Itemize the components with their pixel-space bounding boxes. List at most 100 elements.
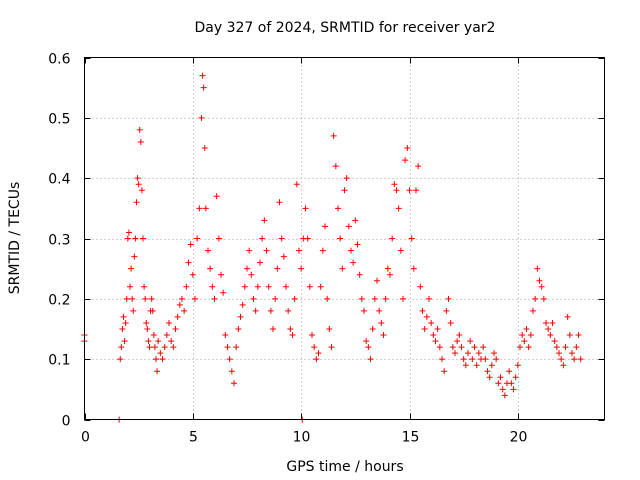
data-point [426, 295, 432, 302]
data-point [400, 295, 406, 302]
data-point [384, 265, 391, 272]
data-point [371, 295, 378, 302]
data-point [322, 223, 328, 230]
data-point [228, 368, 235, 375]
data-point [176, 301, 183, 308]
data-point [434, 326, 441, 332]
data-point [562, 344, 569, 351]
data-point [298, 265, 305, 272]
data-point [183, 283, 190, 290]
data-point [252, 307, 259, 314]
chart-title: Day 327 of 2024, SRMTID for receiver yar… [195, 20, 496, 36]
data-point [145, 338, 152, 345]
data-point [155, 338, 162, 345]
data-point [339, 265, 346, 272]
data-point [410, 265, 417, 272]
data-point [122, 319, 129, 326]
data-point [189, 271, 196, 278]
data-point [493, 356, 500, 363]
data-point [564, 313, 571, 320]
x-tick-label: 20 [510, 430, 528, 446]
data-point [201, 145, 208, 151]
data-point [551, 338, 558, 345]
x-tick-label: 10 [293, 430, 311, 446]
data-point [556, 350, 562, 357]
data-point [272, 295, 279, 302]
data-point [430, 332, 437, 339]
data-point [291, 295, 298, 302]
gridlines [84, 57, 605, 420]
data-point [130, 307, 137, 314]
data-point [276, 199, 283, 206]
data-point [415, 163, 422, 170]
data-point [523, 326, 530, 332]
data-point [215, 235, 222, 242]
data-point [525, 344, 532, 351]
data-point [367, 356, 374, 363]
data-point [293, 181, 300, 188]
data-point [121, 338, 128, 345]
data-point [123, 295, 130, 302]
data-point [495, 380, 502, 387]
data-point [265, 283, 272, 290]
data-point [270, 326, 276, 332]
data-point [348, 247, 354, 254]
data-point [226, 356, 233, 363]
data-point [198, 114, 205, 121]
data-point [549, 319, 556, 326]
data-point [395, 205, 402, 212]
data-point [181, 307, 188, 314]
data-point [374, 277, 380, 284]
data-point [267, 307, 274, 314]
data-point [452, 350, 458, 357]
data-point [148, 295, 155, 302]
data-point [419, 307, 426, 314]
data-point [248, 271, 255, 278]
data-point [369, 326, 376, 332]
data-point [488, 362, 495, 369]
data-point [454, 338, 461, 345]
data-point [343, 175, 350, 182]
data-point [151, 344, 158, 351]
y-tick-label: 0.3 [48, 233, 70, 249]
data-point [530, 307, 536, 314]
data-point [456, 332, 463, 339]
data-point [499, 386, 506, 393]
data-point [406, 187, 413, 194]
data-point [428, 319, 435, 326]
data-point [326, 326, 333, 332]
data-point [136, 126, 143, 133]
data-point [200, 84, 207, 91]
data-point [179, 295, 185, 302]
data-point [376, 307, 383, 314]
data-point [296, 247, 302, 254]
data-point [319, 247, 326, 254]
data-point [443, 307, 450, 314]
data-point [480, 344, 487, 351]
data-point [140, 235, 146, 242]
data-point [547, 332, 554, 339]
data-point [278, 235, 285, 242]
data-point [131, 253, 138, 260]
y-tick-label: 0.5 [48, 112, 70, 128]
data-point [508, 380, 515, 387]
data-point [313, 356, 320, 363]
data-point [132, 235, 139, 242]
data-point [166, 319, 172, 326]
data-point [475, 350, 482, 357]
data-point [378, 319, 385, 326]
data-point [350, 259, 357, 266]
data-points [81, 72, 584, 423]
data-point [532, 295, 539, 302]
data-point [469, 356, 476, 363]
data-point [506, 368, 513, 375]
data-point [365, 344, 372, 351]
y-tick-label: 0.1 [48, 353, 70, 369]
data-point [192, 295, 198, 302]
data-point [486, 374, 493, 381]
data-point [397, 247, 404, 254]
data-point [315, 350, 322, 357]
data-point [317, 283, 324, 290]
data-point [287, 326, 294, 332]
